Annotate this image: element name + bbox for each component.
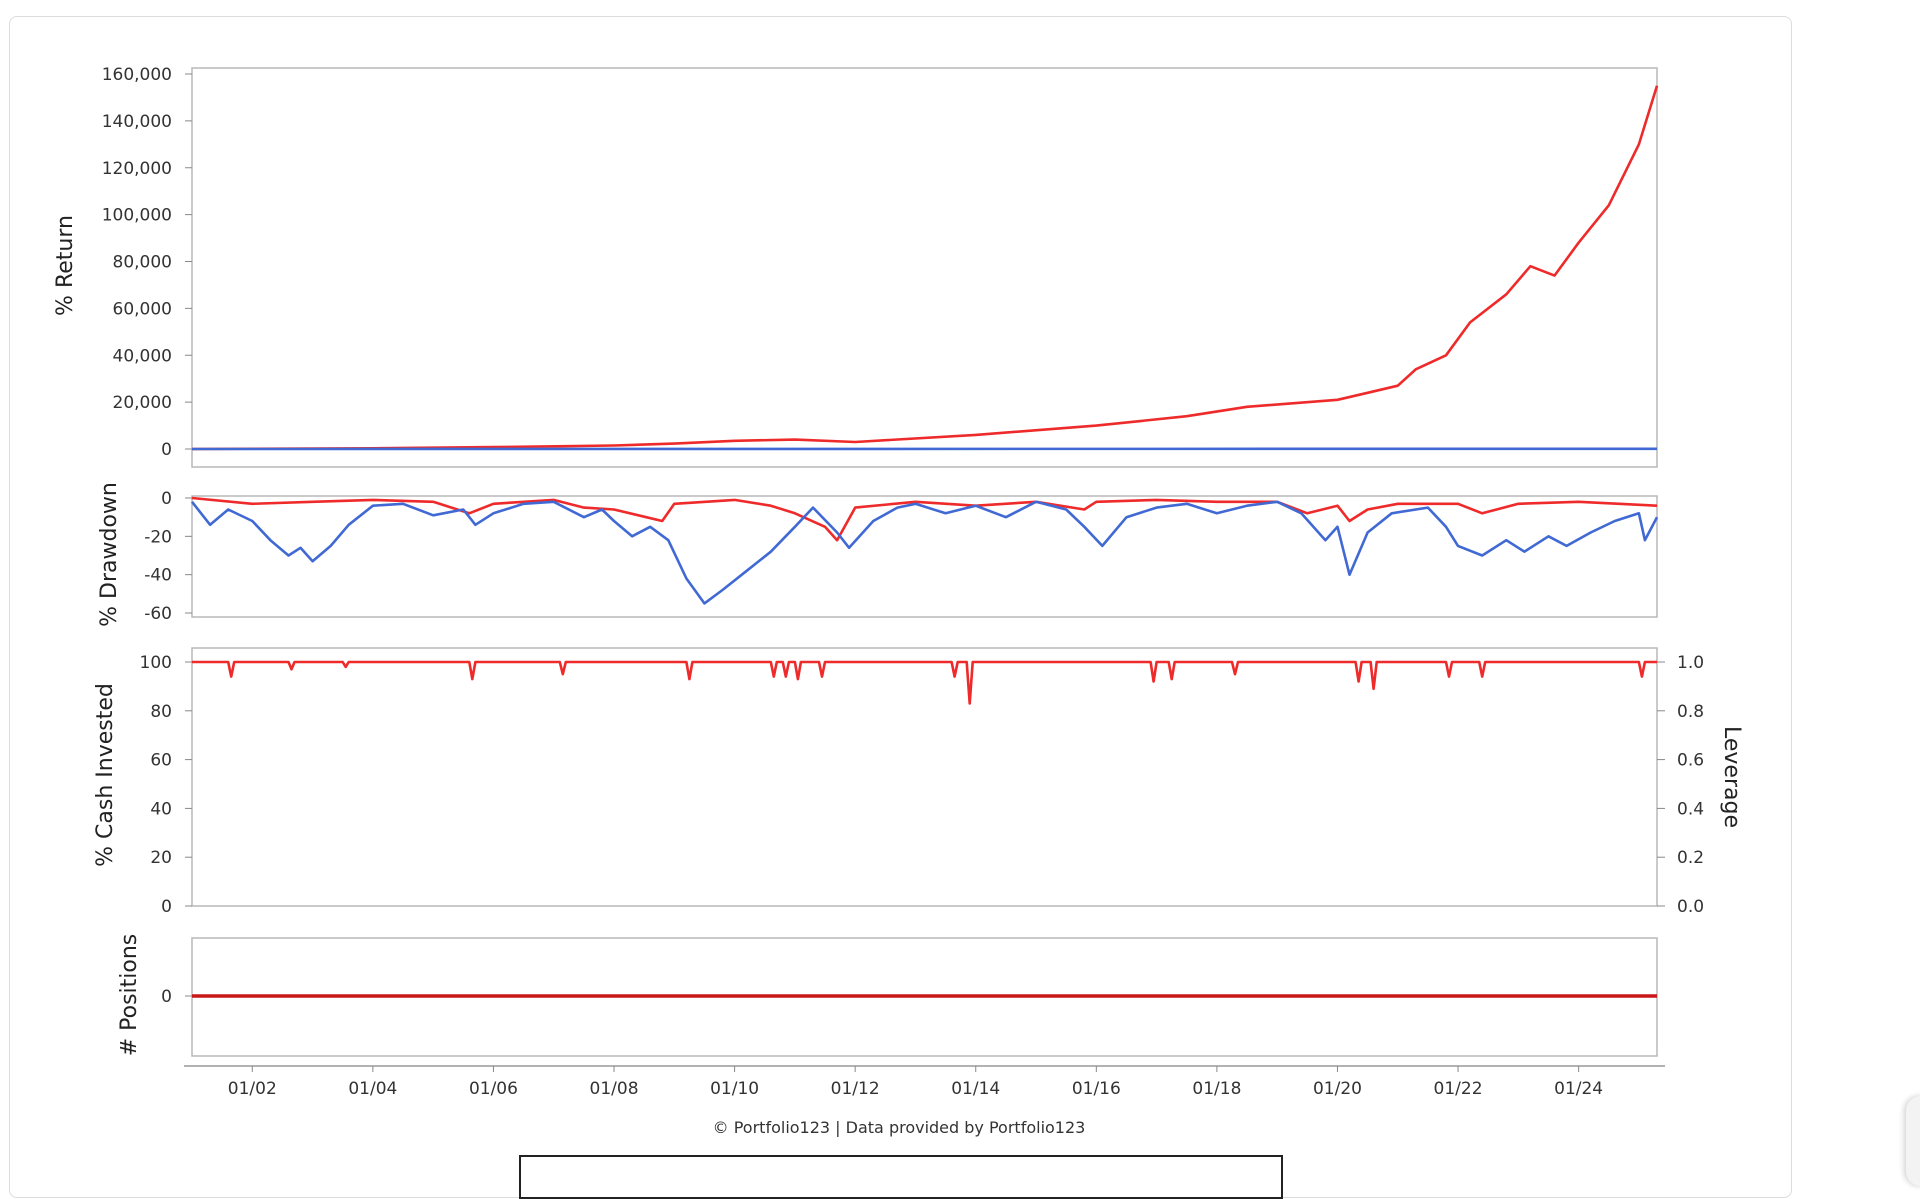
invested-y2tick-label-0: 1.0 bbox=[1677, 653, 1704, 673]
drawdown-ytick-label-2: -40 bbox=[144, 566, 172, 586]
drawdown-ytick-label-0: 0 bbox=[161, 489, 172, 509]
xtick-label-10: 01/22 bbox=[1434, 1079, 1483, 1099]
return-ytick-label-2: 120,000 bbox=[102, 159, 172, 179]
return-ytick-label-4: 80,000 bbox=[113, 253, 172, 273]
return-ytick-label-3: 100,000 bbox=[102, 206, 172, 226]
xtick-label-7: 01/16 bbox=[1072, 1079, 1121, 1099]
invested-y2tick-label-3: 0.4 bbox=[1677, 799, 1704, 819]
drawdown-panel-frame bbox=[192, 496, 1657, 617]
return-ytick-label-1: 140,000 bbox=[102, 112, 172, 132]
invested-ytick-label-0: 100 bbox=[140, 653, 172, 673]
positions-ytick-label-0: 0 bbox=[161, 987, 172, 1007]
drawdown-y-axis-title: % Drawdown bbox=[97, 482, 122, 627]
xtick-label-0: 01/02 bbox=[228, 1079, 277, 1099]
xtick-label-1: 01/04 bbox=[348, 1079, 397, 1099]
xtick-label-5: 01/12 bbox=[831, 1079, 880, 1099]
xtick-label-4: 01/10 bbox=[710, 1079, 759, 1099]
return-ytick-label-5: 60,000 bbox=[113, 299, 172, 319]
invested-y2tick-label-2: 0.6 bbox=[1677, 751, 1704, 771]
invested-y2tick-label-5: 0.0 bbox=[1677, 897, 1704, 917]
xtick-label-9: 01/20 bbox=[1313, 1079, 1362, 1099]
return-panel-frame bbox=[192, 68, 1657, 467]
chart-credit: © Portfolio123 | Data provided by Portfo… bbox=[713, 1118, 1086, 1137]
invested-ytick-label-3: 40 bbox=[150, 799, 172, 819]
invested-y2tick-label-1: 0.8 bbox=[1677, 702, 1704, 722]
return-ytick-label-7: 20,000 bbox=[113, 393, 172, 413]
positions-y-axis-title: # Positions bbox=[117, 934, 142, 1057]
backtest-chart: 160,000 140,000 120,000 100,000 80,000 60,000… bbox=[0, 0, 1920, 1168]
xtick-label-6: 01/14 bbox=[951, 1079, 1000, 1099]
panel-frames bbox=[184, 68, 1665, 1072]
scroll-handle[interactable] bbox=[1906, 1096, 1920, 1186]
xtick-label-2: 01/06 bbox=[469, 1079, 518, 1099]
return-y-axis-title: % Return bbox=[53, 215, 78, 316]
invested-y-axis-title: % Cash Invested bbox=[93, 683, 118, 867]
xtick-label-8: 01/18 bbox=[1192, 1079, 1241, 1099]
drawdown-ytick-label-1: -20 bbox=[144, 527, 172, 547]
invested-ytick-label-4: 20 bbox=[150, 848, 172, 868]
xtick-label-11: 01/24 bbox=[1554, 1079, 1603, 1099]
invested-y2-axis-title: Leverage bbox=[1719, 726, 1744, 828]
xtick-label-3: 01/08 bbox=[590, 1079, 639, 1099]
chart-legend bbox=[519, 1155, 1283, 1199]
return-ytick-label-0: 160,000 bbox=[102, 65, 172, 85]
invested-ytick-label-1: 80 bbox=[150, 702, 172, 722]
invested-panel-frame bbox=[192, 648, 1657, 906]
invested-y2tick-label-4: 0.2 bbox=[1677, 848, 1704, 868]
return-ytick-label-8: 0 bbox=[161, 440, 172, 460]
drawdown-ytick-label-3: -60 bbox=[144, 604, 172, 624]
invested-ytick-label-2: 60 bbox=[150, 751, 172, 771]
invested-ytick-label-5: 0 bbox=[161, 897, 172, 917]
return-ytick-label-6: 40,000 bbox=[113, 346, 172, 366]
